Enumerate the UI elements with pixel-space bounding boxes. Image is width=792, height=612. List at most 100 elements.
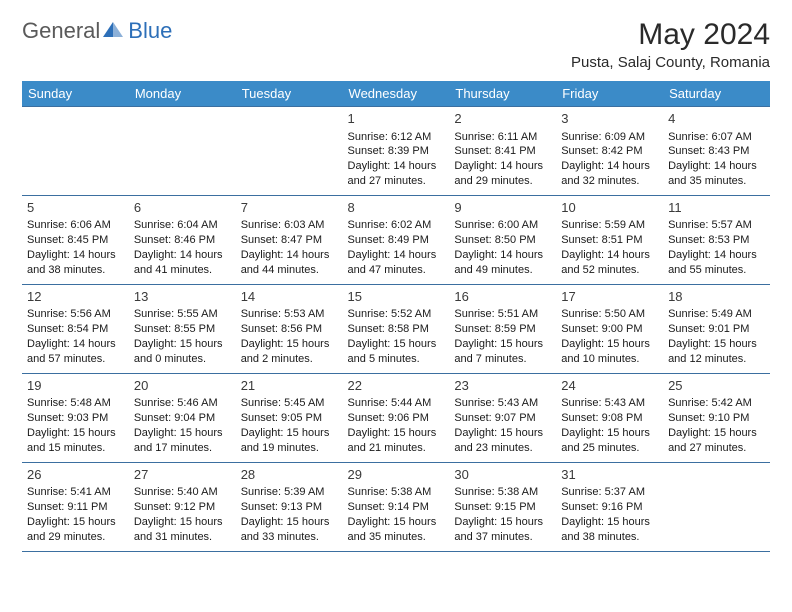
daylight-text: Daylight: 15 hours and 27 minutes.	[668, 426, 765, 456]
sunrise-text: Sunrise: 5:48 AM	[27, 396, 124, 411]
sunset-text: Sunset: 8:43 PM	[668, 144, 765, 159]
logo-triangle-icon	[102, 20, 124, 43]
sunrise-text: Sunrise: 5:49 AM	[668, 307, 765, 322]
calendar-cell: 12Sunrise: 5:56 AMSunset: 8:54 PMDayligh…	[22, 284, 129, 373]
title-block: May 2024 Pusta, Salaj County, Romania	[571, 18, 770, 77]
daylight-text: Daylight: 14 hours and 32 minutes.	[561, 159, 658, 189]
sunset-text: Sunset: 9:15 PM	[454, 500, 551, 515]
sunrise-text: Sunrise: 5:42 AM	[668, 396, 765, 411]
day-number: 24	[561, 377, 658, 395]
calendar-cell: 27Sunrise: 5:40 AMSunset: 9:12 PMDayligh…	[129, 462, 236, 551]
sunrise-text: Sunrise: 5:44 AM	[348, 396, 445, 411]
daylight-text: Daylight: 14 hours and 49 minutes.	[454, 248, 551, 278]
sunset-text: Sunset: 8:42 PM	[561, 144, 658, 159]
sunset-text: Sunset: 9:03 PM	[27, 411, 124, 426]
weekday-header-row: Sunday Monday Tuesday Wednesday Thursday…	[22, 81, 770, 107]
sunset-text: Sunset: 9:05 PM	[241, 411, 338, 426]
sunrise-text: Sunrise: 6:06 AM	[27, 218, 124, 233]
sunrise-text: Sunrise: 5:39 AM	[241, 485, 338, 500]
sunset-text: Sunset: 9:01 PM	[668, 322, 765, 337]
sunrise-text: Sunrise: 6:00 AM	[454, 218, 551, 233]
weekday-header: Monday	[129, 81, 236, 107]
day-number: 23	[454, 377, 551, 395]
calendar-row: 19Sunrise: 5:48 AMSunset: 9:03 PMDayligh…	[22, 373, 770, 462]
calendar-cell: 15Sunrise: 5:52 AMSunset: 8:58 PMDayligh…	[343, 284, 450, 373]
daylight-text: Daylight: 15 hours and 38 minutes.	[561, 515, 658, 545]
sunrise-text: Sunrise: 5:45 AM	[241, 396, 338, 411]
sunset-text: Sunset: 8:49 PM	[348, 233, 445, 248]
sunrise-text: Sunrise: 5:52 AM	[348, 307, 445, 322]
calendar-cell: 14Sunrise: 5:53 AMSunset: 8:56 PMDayligh…	[236, 284, 343, 373]
daylight-text: Daylight: 15 hours and 15 minutes.	[27, 426, 124, 456]
daylight-text: Daylight: 14 hours and 57 minutes.	[27, 337, 124, 367]
day-number: 28	[241, 466, 338, 484]
sunrise-text: Sunrise: 6:03 AM	[241, 218, 338, 233]
calendar-cell	[129, 107, 236, 196]
day-number: 1	[348, 110, 445, 128]
calendar-row: 1Sunrise: 6:12 AMSunset: 8:39 PMDaylight…	[22, 107, 770, 196]
daylight-text: Daylight: 15 hours and 0 minutes.	[134, 337, 231, 367]
sunset-text: Sunset: 8:50 PM	[454, 233, 551, 248]
day-number: 12	[27, 288, 124, 306]
day-number: 20	[134, 377, 231, 395]
sunrise-text: Sunrise: 6:07 AM	[668, 130, 765, 145]
sunrise-text: Sunrise: 5:59 AM	[561, 218, 658, 233]
sunset-text: Sunset: 8:46 PM	[134, 233, 231, 248]
sunset-text: Sunset: 8:53 PM	[668, 233, 765, 248]
day-number: 16	[454, 288, 551, 306]
calendar-cell: 16Sunrise: 5:51 AMSunset: 8:59 PMDayligh…	[449, 284, 556, 373]
weekday-header: Wednesday	[343, 81, 450, 107]
calendar-cell: 4 Sunrise: 6:07 AMSunset: 8:43 PMDaylight…	[663, 107, 770, 196]
calendar-cell: 30Sunrise: 5:38 AMSunset: 9:15 PMDayligh…	[449, 462, 556, 551]
daylight-text: Daylight: 15 hours and 37 minutes.	[454, 515, 551, 545]
calendar-cell: 26Sunrise: 5:41 AMSunset: 9:11 PMDayligh…	[22, 462, 129, 551]
calendar-cell	[22, 107, 129, 196]
sunrise-text: Sunrise: 5:41 AM	[27, 485, 124, 500]
daylight-text: Daylight: 14 hours and 35 minutes.	[668, 159, 765, 189]
daylight-text: Daylight: 14 hours and 38 minutes.	[27, 248, 124, 278]
sunrise-text: Sunrise: 5:38 AM	[348, 485, 445, 500]
calendar-cell: 18Sunrise: 5:49 AMSunset: 9:01 PMDayligh…	[663, 284, 770, 373]
calendar-cell: 19Sunrise: 5:48 AMSunset: 9:03 PMDayligh…	[22, 373, 129, 462]
day-number: 25	[668, 377, 765, 395]
day-number: 10	[561, 199, 658, 217]
calendar-cell: 25Sunrise: 5:42 AMSunset: 9:10 PMDayligh…	[663, 373, 770, 462]
sunrise-text: Sunrise: 6:12 AM	[348, 130, 445, 145]
day-number: 11	[668, 199, 765, 217]
sunset-text: Sunset: 9:10 PM	[668, 411, 765, 426]
day-number: 4	[668, 110, 765, 128]
calendar-cell: 8Sunrise: 6:02 AMSunset: 8:49 PMDaylight…	[343, 195, 450, 284]
daylight-text: Daylight: 15 hours and 25 minutes.	[561, 426, 658, 456]
calendar-cell: 20Sunrise: 5:46 AMSunset: 9:04 PMDayligh…	[129, 373, 236, 462]
daylight-text: Daylight: 15 hours and 31 minutes.	[134, 515, 231, 545]
calendar-cell: 29Sunrise: 5:38 AMSunset: 9:14 PMDayligh…	[343, 462, 450, 551]
sunset-text: Sunset: 8:58 PM	[348, 322, 445, 337]
calendar-cell: 2Sunrise: 6:11 AMSunset: 8:41 PMDaylight…	[449, 107, 556, 196]
day-number: 6	[134, 199, 231, 217]
calendar-cell: 31Sunrise: 5:37 AMSunset: 9:16 PMDayligh…	[556, 462, 663, 551]
calendar-row: 12Sunrise: 5:56 AMSunset: 8:54 PMDayligh…	[22, 284, 770, 373]
sunset-text: Sunset: 8:55 PM	[134, 322, 231, 337]
day-number: 13	[134, 288, 231, 306]
calendar-cell: 24Sunrise: 5:43 AMSunset: 9:08 PMDayligh…	[556, 373, 663, 462]
calendar-cell: 3Sunrise: 6:09 AMSunset: 8:42 PMDaylight…	[556, 107, 663, 196]
logo-text-blue: Blue	[128, 18, 172, 44]
sunset-text: Sunset: 9:00 PM	[561, 322, 658, 337]
sunrise-text: Sunrise: 6:11 AM	[454, 130, 551, 145]
sunset-text: Sunset: 9:07 PM	[454, 411, 551, 426]
weekday-header: Saturday	[663, 81, 770, 107]
sunrise-text: Sunrise: 5:43 AM	[454, 396, 551, 411]
calendar-body: 1Sunrise: 6:12 AMSunset: 8:39 PMDaylight…	[22, 107, 770, 552]
sunrise-text: Sunrise: 5:40 AM	[134, 485, 231, 500]
daylight-text: Daylight: 14 hours and 41 minutes.	[134, 248, 231, 278]
calendar-table: Sunday Monday Tuesday Wednesday Thursday…	[22, 81, 770, 552]
logo: General Blue	[22, 18, 172, 44]
daylight-text: Daylight: 15 hours and 33 minutes.	[241, 515, 338, 545]
calendar-cell: 28Sunrise: 5:39 AMSunset: 9:13 PMDayligh…	[236, 462, 343, 551]
sunset-text: Sunset: 8:39 PM	[348, 144, 445, 159]
daylight-text: Daylight: 14 hours and 27 minutes.	[348, 159, 445, 189]
day-number: 30	[454, 466, 551, 484]
calendar-row: 5Sunrise: 6:06 AMSunset: 8:45 PMDaylight…	[22, 195, 770, 284]
day-number: 7	[241, 199, 338, 217]
day-number: 14	[241, 288, 338, 306]
